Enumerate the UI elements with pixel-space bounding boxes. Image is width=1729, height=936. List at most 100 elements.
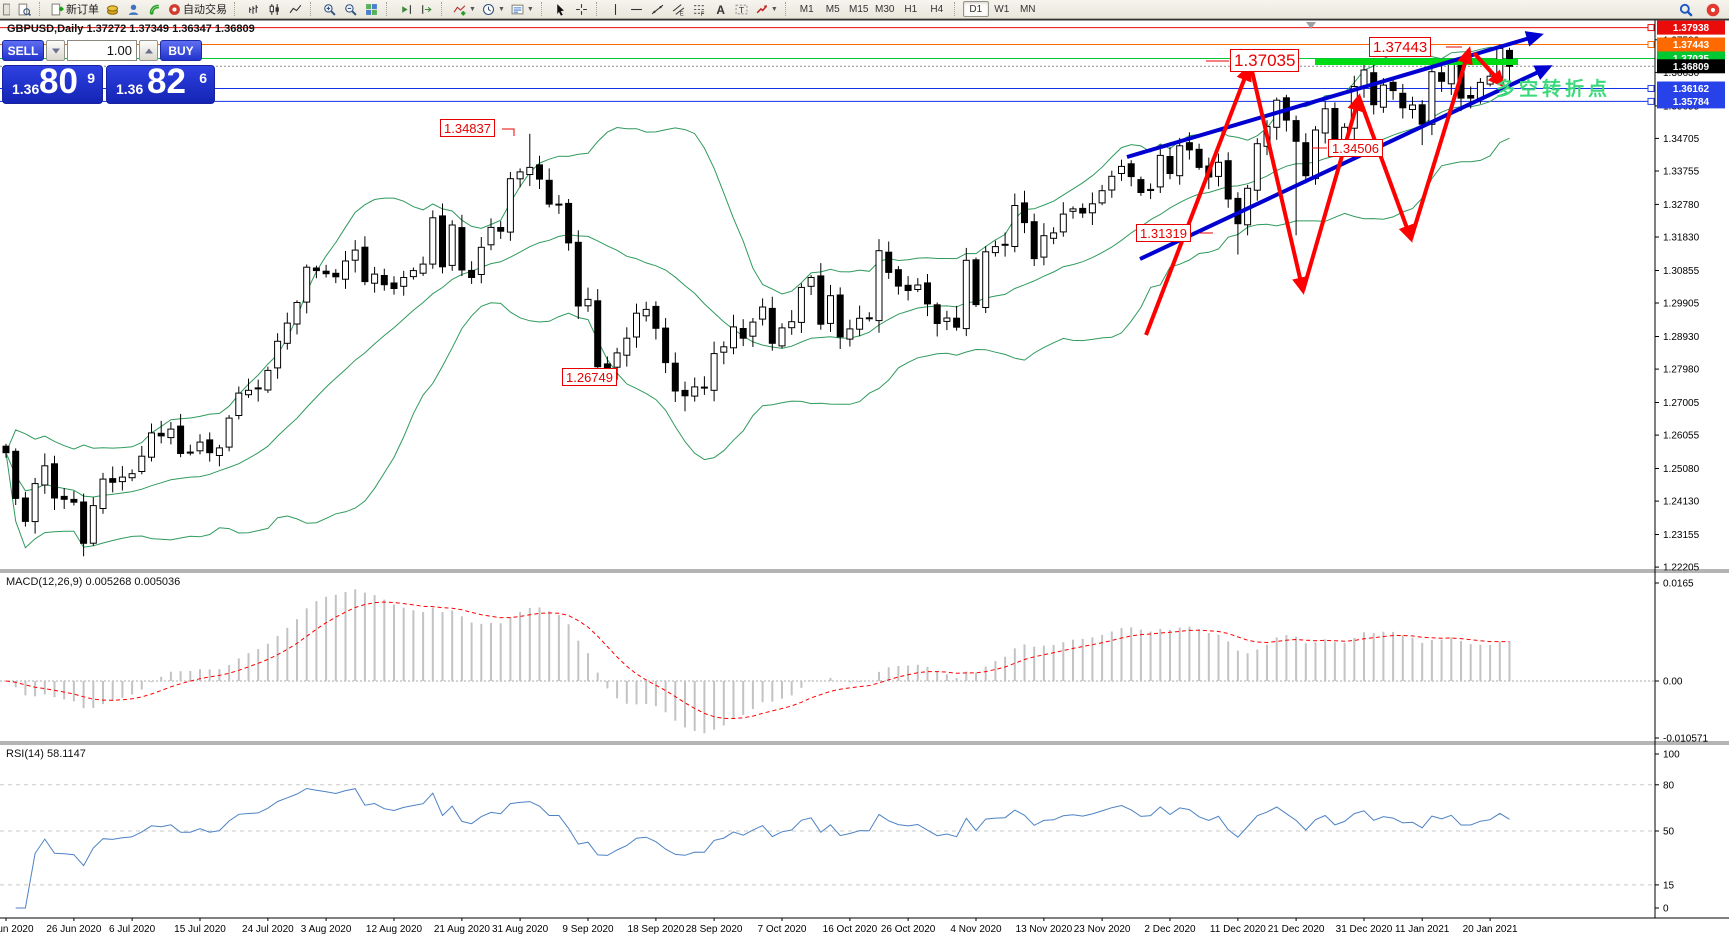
autotrading-icon[interactable]: 自动交易 (165, 1, 230, 18)
svg-text:0.00: 0.00 (1663, 677, 1683, 688)
red-trend-arrow[interactable] (1409, 46, 1473, 240)
svg-text:1.26055: 1.26055 (1663, 431, 1700, 442)
svg-text:7 Oct 2020: 7 Oct 2020 (758, 924, 807, 935)
zoom-out-icon[interactable] (340, 1, 361, 18)
toolbar-separator (234, 2, 240, 16)
svg-text:1.36809: 1.36809 (1673, 62, 1710, 73)
text-label-icon[interactable]: T (731, 1, 752, 18)
timeframe-m30-button[interactable]: M30 (875, 3, 895, 15)
price-annotation-label[interactable]: 1.37443 (1369, 37, 1432, 57)
toolbar-buttons: 新订单 自动交易 ▼ ▼ ▼ E F A T ▼ M1 M5 M15 M30 H1 H4 D1 W1 MN (0, 1, 1041, 18)
red-trend-arrow[interactable] (1144, 63, 1252, 336)
svg-text:T: T (739, 4, 745, 14)
chart-shift-icon[interactable] (416, 1, 437, 18)
crosshair-icon[interactable] (571, 1, 592, 18)
toolbar-separator (540, 2, 547, 16)
zoom-in-icon[interactable] (319, 1, 340, 18)
line-chart-icon[interactable] (285, 1, 306, 18)
svg-text:15: 15 (1663, 880, 1675, 891)
price-chart-canvas[interactable]: 1.375801.366301.356551.347051.337551.327… (0, 20, 1729, 936)
chart-window[interactable]: 1.375801.366301.356551.347051.337551.327… (0, 19, 1729, 936)
trendline-icon[interactable] (647, 1, 668, 18)
price-annotation-label[interactable]: 1.34506 (1328, 139, 1383, 157)
svg-text:1.22205: 1.22205 (1663, 563, 1700, 574)
chart-annotations (502, 22, 1553, 336)
red-trend-arrow[interactable] (1250, 70, 1308, 295)
print-preview-icon[interactable] (14, 1, 35, 18)
search-icon[interactable] (1675, 1, 1696, 18)
svg-text:3 Aug 2020: 3 Aug 2020 (301, 924, 352, 935)
indicators-icon[interactable]: ▼ (450, 1, 479, 18)
price-annotation-label[interactable]: 1.31319 (1136, 224, 1191, 242)
red-trend-arrow[interactable] (1301, 93, 1363, 292)
bid-price-box[interactable]: 1.36 80 9 (2, 62, 103, 104)
svg-text:1.27005: 1.27005 (1663, 398, 1700, 409)
buy-button[interactable]: BUY (160, 40, 202, 61)
svg-text:4 Nov 2020: 4 Nov 2020 (950, 924, 1002, 935)
periods-icon[interactable]: ▼ (479, 1, 508, 18)
annotation-cn-text[interactable]: 多空转折点 (1496, 79, 1612, 100)
svg-text:1.36630: 1.36630 (1663, 68, 1700, 79)
svg-text:0: 0 (1663, 904, 1669, 915)
one-click-trading-panel: SELL BUY 1.36 80 9 1.36 82 6 (2, 40, 218, 104)
horizontal-line-icon[interactable] (626, 1, 647, 18)
arrows-icon[interactable]: ▼ (752, 1, 781, 18)
bar-chart-icon[interactable] (243, 1, 264, 18)
auto-scroll-icon[interactable] (395, 1, 416, 18)
candles (2, 44, 1513, 557)
market-depth-icon[interactable] (102, 1, 123, 18)
notification-icon[interactable] (1702, 1, 1723, 18)
timeframe-w1-button[interactable]: W1 (994, 3, 1010, 15)
green-resistance-bar[interactable] (1315, 59, 1518, 65)
svg-text:E: E (680, 11, 684, 16)
doc-partial-icon[interactable] (0, 1, 14, 18)
equidistant-channel-icon[interactable]: E (668, 1, 689, 18)
vertical-line-icon[interactable] (605, 1, 626, 18)
templates-icon[interactable]: ▼ (508, 1, 537, 18)
timeframe-m15-button[interactable]: M15 (849, 3, 869, 15)
ask-price-big: 82 (147, 62, 186, 101)
timeframe-h1-button[interactable]: H1 (904, 3, 918, 15)
text-icon[interactable]: A (710, 1, 731, 18)
timeframe-mn-button[interactable]: MN (1019, 3, 1036, 15)
toolbar-separator (39, 2, 45, 16)
red-trend-arrow[interactable] (1472, 51, 1506, 88)
price-annotation-label[interactable]: 1.37035 (1230, 49, 1300, 72)
svg-text:1.34705: 1.34705 (1663, 134, 1700, 145)
svg-text:0.0165: 0.0165 (1663, 579, 1694, 590)
svg-text:1.32780: 1.32780 (1663, 200, 1700, 211)
svg-text:1.31830: 1.31830 (1663, 233, 1700, 244)
fibonacci-icon[interactable]: F (689, 1, 710, 18)
svg-text:31 Aug 2020: 31 Aug 2020 (492, 924, 549, 935)
ask-price-box[interactable]: 1.36 82 6 (106, 62, 215, 104)
svg-text:A: A (716, 3, 725, 16)
signals-icon[interactable] (144, 1, 165, 18)
timeframe-m5-button[interactable]: M5 (825, 3, 840, 15)
svg-text:F: F (701, 11, 705, 15)
new-order-icon[interactable]: 新订单 (48, 1, 102, 18)
ask-price-sup: 6 (199, 70, 207, 86)
accounts-icon[interactable] (123, 1, 144, 18)
volume-input[interactable] (67, 40, 137, 61)
svg-text:1.30855: 1.30855 (1663, 266, 1700, 277)
candle-chart-icon[interactable] (264, 1, 285, 18)
price-annotation-label[interactable]: 1.26749 (562, 368, 617, 386)
volume-decrease-button[interactable] (46, 40, 65, 61)
svg-text:6 Jul 2020: 6 Jul 2020 (109, 924, 156, 935)
volume-increase-button[interactable] (139, 40, 158, 61)
timeframe-d1-button[interactable]: D1 (962, 1, 989, 17)
red-trend-arrow[interactable] (1357, 96, 1414, 243)
svg-text:1.35784: 1.35784 (1673, 97, 1710, 108)
svg-text:16 Oct 2020: 16 Oct 2020 (823, 924, 878, 935)
tile-windows-icon[interactable] (361, 1, 382, 18)
timeframe-m1-button[interactable]: M1 (799, 3, 814, 15)
blue-trend-arrow[interactable] (1139, 65, 1553, 261)
sell-button[interactable]: SELL (2, 40, 44, 61)
svg-text:11 Jan 2021: 11 Jan 2021 (1395, 924, 1450, 935)
chart-marker-triangle (1306, 22, 1316, 29)
timeframe-h4-button[interactable]: H4 (930, 3, 944, 15)
cursor-icon[interactable] (550, 1, 571, 18)
svg-text:1.37443: 1.37443 (1673, 40, 1710, 51)
svg-text:11 Dec 2020: 11 Dec 2020 (1210, 924, 1266, 935)
price-annotation-label[interactable]: 1.34837 (440, 119, 495, 137)
